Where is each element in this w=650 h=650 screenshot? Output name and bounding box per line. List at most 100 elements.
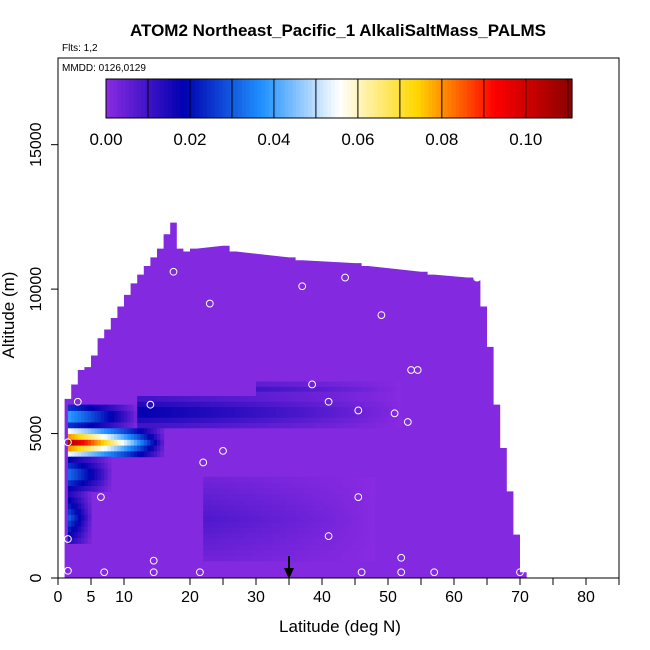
heatmap-cell [322, 504, 326, 511]
heatmap-cell [236, 543, 240, 550]
heatmap-cell [107, 445, 112, 452]
heatmap-cell [364, 527, 369, 534]
heatmap-cell [305, 488, 310, 495]
heatmap-cell [246, 476, 250, 483]
heatmap-cell [77, 531, 82, 539]
heatmap-cell [259, 510, 264, 517]
heatmap-cell [120, 439, 125, 446]
colorbar-segment [257, 79, 262, 118]
colorbar-segment [106, 79, 111, 118]
heatmap-cell [328, 543, 333, 550]
heatmap-cell [298, 510, 303, 517]
heatmap-cell [335, 543, 339, 550]
heatmap-cell [338, 488, 343, 495]
heatmap-cell [322, 527, 326, 534]
heatmap-cell [381, 406, 386, 413]
heatmap-cell [341, 504, 346, 511]
colorbar-segment [362, 79, 367, 118]
heatmap-cell [203, 417, 207, 423]
heatmap-cell [239, 543, 244, 550]
heatmap-cell [312, 476, 316, 483]
heatmap-cell [67, 479, 72, 487]
heatmap-cell [361, 532, 366, 539]
heatmap-cell [203, 555, 207, 562]
heatmap-cell [378, 422, 382, 429]
heatmap-cell [269, 538, 273, 545]
heatmap-cell [308, 555, 313, 562]
heatmap-cell [216, 482, 221, 489]
heatmap-cell [275, 515, 280, 523]
heatmap-cell [394, 422, 399, 429]
heatmap-cell [77, 450, 82, 458]
heatmap-cell [216, 493, 221, 500]
heatmap-cell [239, 493, 244, 500]
heatmap-cell [153, 401, 158, 408]
heatmap-cell [315, 406, 320, 413]
heatmap-cell [364, 499, 369, 506]
heatmap-cell [226, 510, 231, 517]
heatmap-cell [84, 450, 89, 458]
heatmap-cell [81, 450, 85, 458]
heatmap-cell [335, 386, 339, 392]
heatmap-cell [84, 427, 89, 435]
heatmap-cell [160, 396, 165, 402]
heatmap-cell [265, 543, 270, 550]
heatmap-cell [262, 417, 267, 423]
heatmap-cell [361, 510, 366, 517]
heatmap-cell [272, 549, 277, 556]
heatmap-cell [358, 532, 363, 539]
heatmap-cell [325, 538, 330, 545]
heatmap-cell [388, 386, 392, 392]
heatmap-cell [371, 401, 376, 408]
heatmap-cell [100, 450, 105, 458]
heatmap-cell [239, 555, 244, 562]
heatmap-cell [305, 406, 310, 413]
heatmap-cell [196, 411, 201, 418]
heatmap-cell [262, 493, 267, 500]
heatmap-cell [381, 417, 386, 423]
x-tick-label: 0 [54, 589, 63, 606]
heatmap-cell [226, 482, 231, 489]
heatmap-cell [341, 401, 346, 408]
heatmap-cell [378, 417, 382, 423]
x-tick-label: 80 [577, 589, 595, 606]
colorbar-tick-label: 0.02 [173, 130, 206, 149]
heatmap-cell [67, 439, 72, 446]
heatmap-cell [348, 488, 353, 495]
heatmap-cell [331, 493, 336, 500]
heatmap-cell [298, 521, 303, 528]
heatmap-cell [272, 538, 277, 545]
heatmap-cell [150, 411, 155, 418]
heatmap-cell [338, 532, 343, 539]
heatmap-cell [81, 404, 85, 411]
heatmap-cell [371, 396, 376, 402]
heatmap-cell [364, 417, 369, 423]
heatmap-cell [239, 515, 244, 523]
heatmap-cell [335, 538, 339, 545]
heatmap-cell [124, 427, 128, 435]
heatmap-cell [292, 515, 297, 523]
heatmap-cell [384, 381, 389, 387]
heatmap-cell [203, 532, 207, 539]
heatmap-cell [345, 499, 349, 506]
heatmap-cell [361, 422, 366, 429]
heatmap-cell [216, 527, 221, 534]
heatmap-cell [338, 504, 343, 511]
heatmap-cell [388, 396, 392, 402]
heatmap-cell [74, 462, 79, 469]
heatmap-cell [302, 422, 306, 429]
heatmap-cell [143, 433, 148, 440]
colorbar-segment [494, 79, 499, 118]
heatmap-cell [120, 416, 125, 423]
plot-frame [57, 57, 620, 579]
heatmap-cell [249, 504, 254, 511]
heatmap-cell [219, 396, 224, 402]
heatmap-cell [226, 538, 231, 545]
heatmap-cell [137, 439, 141, 446]
heatmap-cell [67, 456, 72, 463]
heatmap-cell [77, 497, 82, 504]
heatmap-cell [216, 406, 221, 413]
heatmap-cell [275, 527, 280, 534]
heatmap-cell [388, 422, 392, 429]
colorbar-segment [191, 79, 196, 118]
